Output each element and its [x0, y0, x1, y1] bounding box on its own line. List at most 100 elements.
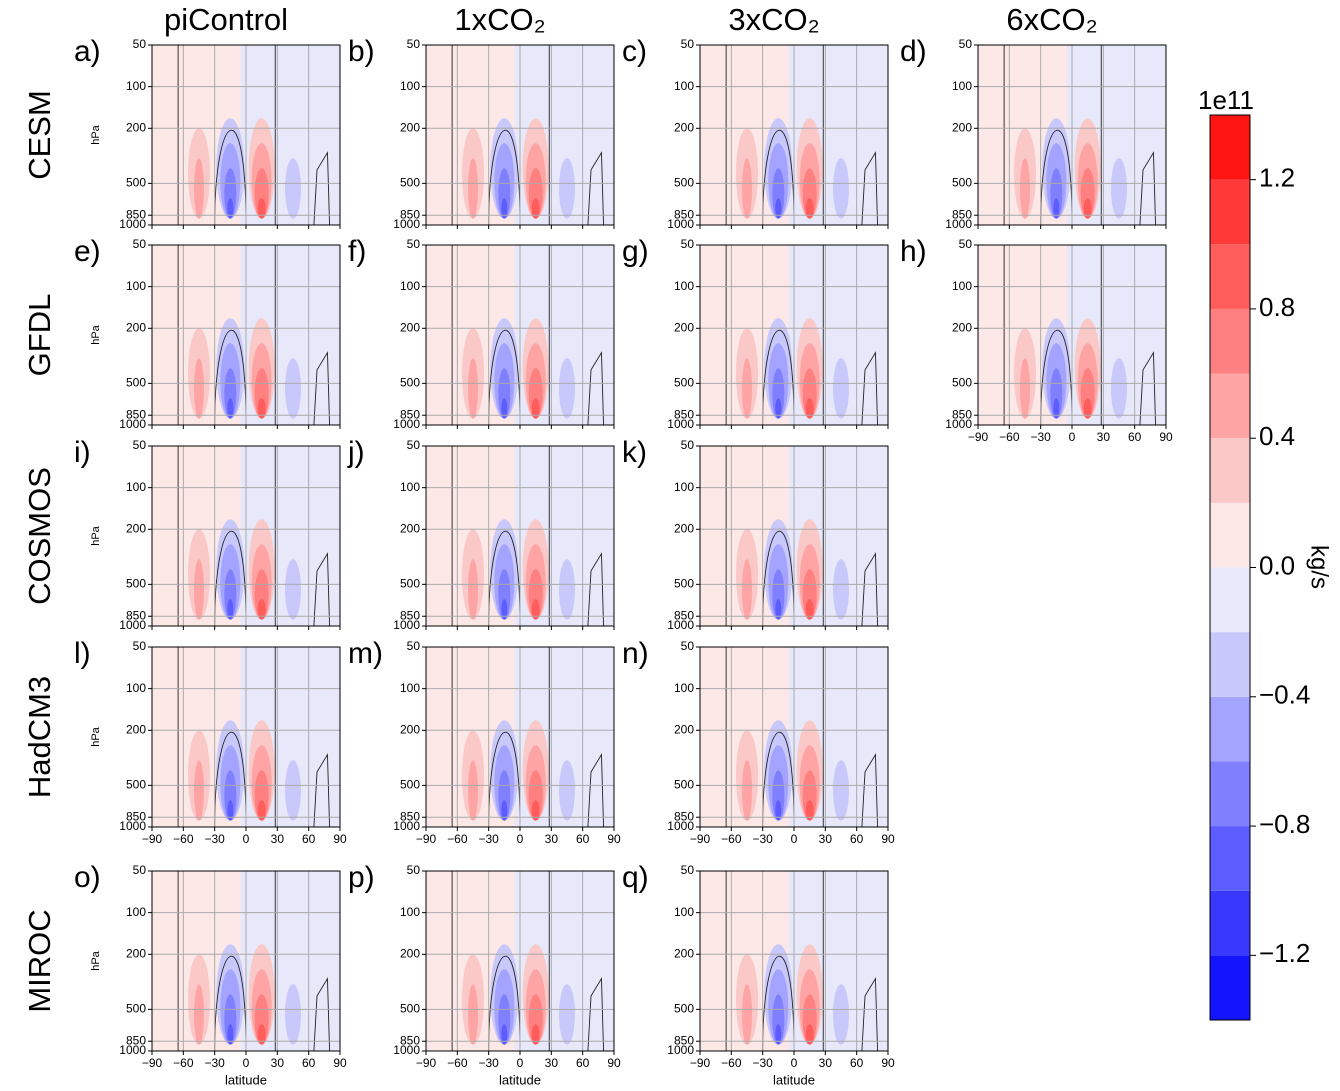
- x-tick-label: −90: [690, 832, 711, 846]
- contour-fill: [531, 800, 540, 821]
- panel-label: d): [900, 35, 927, 68]
- panel-label: o): [74, 861, 101, 894]
- y-tick-label: 50: [681, 37, 695, 51]
- y-tick-label: 200: [400, 521, 420, 535]
- contour-fill: [194, 158, 204, 219]
- panel-label: e): [74, 235, 101, 268]
- contour-line: [725, 245, 879, 425]
- y-tick-label: 850: [674, 809, 694, 823]
- y-axis-label: hPa: [90, 950, 102, 970]
- y-tick-label: 850: [952, 207, 972, 221]
- contour-fill: [775, 198, 782, 219]
- y-axis-label: hPa: [90, 726, 102, 746]
- y-tick-label: 200: [126, 521, 146, 535]
- x-tick-label: 90: [881, 1056, 895, 1070]
- y-tick-label: 50: [681, 863, 695, 877]
- contour-fill: [501, 398, 508, 419]
- colorbar-band: [1210, 502, 1250, 568]
- colorbar-band: [1210, 761, 1250, 827]
- x-tick-label: 0: [243, 832, 250, 846]
- y-axis-label: hPa: [90, 324, 102, 344]
- x-tick-label: 90: [607, 1056, 621, 1070]
- x-tick-label: −60: [447, 832, 468, 846]
- y-tick-label: 100: [674, 905, 694, 919]
- colorbar-tick-label: −0.4: [1259, 680, 1310, 710]
- y-tick-label: 500: [952, 376, 972, 390]
- contour-fill: [559, 158, 575, 219]
- y-tick-label: 50: [681, 237, 695, 251]
- contour-fill: [805, 1024, 814, 1045]
- y-tick-label: 100: [400, 279, 420, 293]
- panel-label: c): [622, 35, 647, 68]
- y-tick-label: 100: [952, 279, 972, 293]
- y-tick-label: 1000: [667, 1043, 694, 1057]
- x-tick-label: 60: [302, 832, 316, 846]
- colorbar-band: [1210, 890, 1250, 956]
- x-tick-label: 30: [545, 832, 559, 846]
- y-tick-label: 50: [133, 639, 147, 653]
- axes-frame: [425, 244, 615, 426]
- contour-fill: [559, 358, 575, 419]
- y-tick-label: 1000: [393, 1043, 420, 1057]
- contour-fill: [227, 599, 234, 620]
- x-tick-label: −90: [690, 1056, 711, 1070]
- contour-fill: [775, 1024, 782, 1045]
- y-tick-label: 500: [400, 176, 420, 190]
- panel-label: g): [622, 235, 649, 268]
- y-tick-label: 100: [400, 79, 420, 93]
- x-tick-label: 60: [302, 1056, 316, 1070]
- y-tick-label: 50: [407, 237, 421, 251]
- contour-fill: [772, 368, 785, 419]
- y-tick-label: 500: [674, 176, 694, 190]
- y-tick-label: 100: [400, 480, 420, 494]
- contour-line: [725, 45, 879, 225]
- column-title: 1xCO₂: [454, 2, 545, 37]
- y-tick-label: 500: [674, 1002, 694, 1016]
- x-tick-label: 90: [881, 832, 895, 846]
- contour-fill: [1111, 158, 1127, 219]
- row-label: HadCM3: [22, 676, 57, 798]
- y-tick-label: 100: [674, 279, 694, 293]
- colorbar-tick-label: 0.0: [1259, 550, 1295, 580]
- contour-fill: [559, 760, 575, 821]
- contour-fill: [498, 168, 511, 219]
- contour-fill: [833, 760, 849, 821]
- y-tick-label: 850: [400, 407, 420, 421]
- row-label: COSMOS: [22, 467, 57, 605]
- y-tick-label: 50: [407, 438, 421, 452]
- contour-fill: [805, 800, 814, 821]
- x-tick-label: 30: [1097, 430, 1111, 444]
- y-tick-label: 850: [400, 608, 420, 622]
- contour-fill: [468, 760, 478, 821]
- colorbar-band: [1210, 373, 1250, 439]
- contour-fill: [1020, 158, 1030, 219]
- y-tick-label: 100: [952, 79, 972, 93]
- x-tick-label: −60: [999, 430, 1020, 444]
- y-tick-label: 500: [674, 778, 694, 792]
- contour-line: [451, 647, 605, 827]
- contour-fill: [1111, 358, 1127, 419]
- contour-fill: [224, 368, 237, 419]
- contour-fill: [194, 358, 204, 419]
- y-tick-label: 50: [407, 639, 421, 653]
- x-tick-label: 60: [576, 1056, 590, 1070]
- panel-label: l): [74, 637, 91, 670]
- x-axis-label: latitude: [499, 1072, 541, 1087]
- y-tick-label: 850: [674, 608, 694, 622]
- contour-fill: [501, 1024, 508, 1045]
- axes-frame: [151, 44, 341, 226]
- y-tick-label: 100: [674, 480, 694, 494]
- contour-line: [177, 446, 331, 626]
- x-tick-label: 90: [333, 832, 347, 846]
- x-tick-label: −30: [478, 832, 499, 846]
- y-tick-label: 500: [126, 176, 146, 190]
- contour-fill: [224, 994, 237, 1045]
